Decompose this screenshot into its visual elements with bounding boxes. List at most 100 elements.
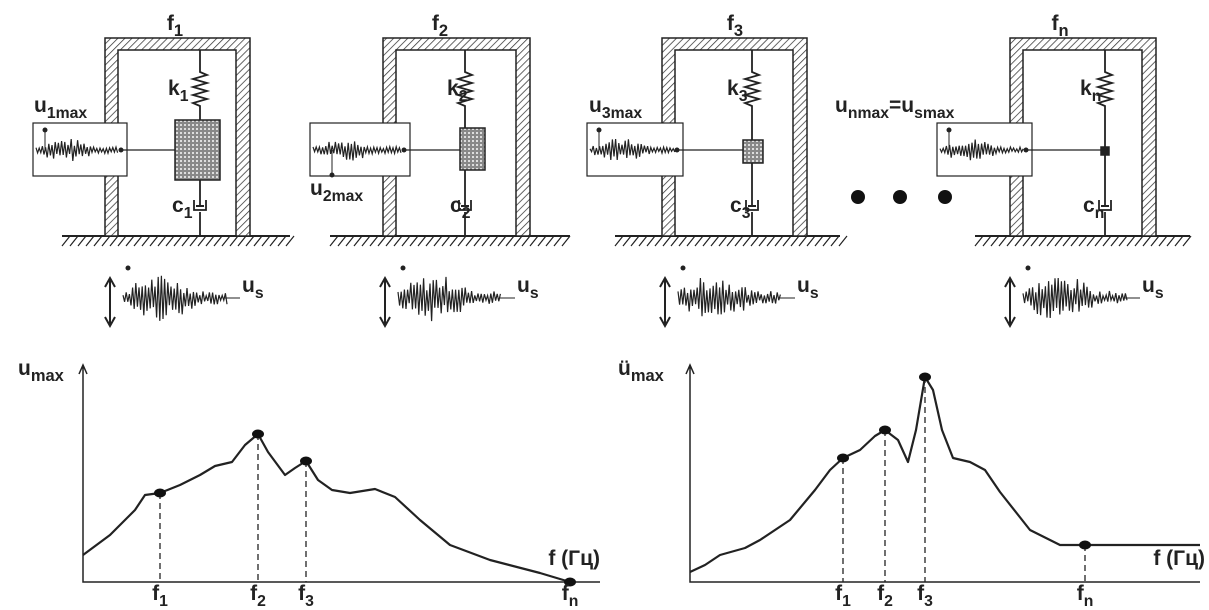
ground-hatch (1039, 236, 1047, 246)
ground-hatch (743, 236, 751, 246)
ground-motion-label-text: u (517, 274, 530, 297)
ground-hatch (975, 236, 983, 246)
ground-hatch (522, 236, 530, 246)
ground-hatch (86, 236, 94, 246)
ground-signal-start (1026, 266, 1031, 271)
ground-hatch (150, 236, 158, 246)
ground-hatch (1127, 236, 1135, 246)
ground-hatch (426, 236, 434, 246)
ground-hatch (386, 236, 394, 246)
ground-hatch (142, 236, 150, 246)
motion-arrow (660, 278, 670, 326)
frequency-label-sub: 3 (305, 593, 314, 610)
frequency-label-sub: 1 (159, 593, 168, 610)
ground-hatch (1055, 236, 1063, 246)
ground-hatch (262, 236, 270, 246)
ground-motion-label-sub: s (255, 285, 264, 302)
ground-signal (678, 278, 780, 316)
ground-hatch (286, 236, 294, 246)
ground-hatch (506, 236, 514, 246)
peak-dot (330, 173, 335, 178)
ground-hatch (434, 236, 442, 246)
y-axis-label: ümax (618, 357, 665, 385)
ground-hatch (831, 236, 839, 246)
diagram: f1k1c1u1maxusf2k2c2u2maxusf3k3c3u3maxusf… (0, 0, 1209, 610)
ground-hatch (230, 236, 238, 246)
stiffness-label-sub: n (1092, 88, 1102, 105)
ground-hatch (615, 236, 623, 246)
ground-hatch (134, 236, 142, 246)
ground-hatch (751, 236, 759, 246)
ground-hatch (474, 236, 482, 246)
ground-hatch (514, 236, 522, 246)
ground-hatch (330, 236, 338, 246)
marker-dot (879, 426, 891, 435)
ground-hatch (442, 236, 450, 246)
ground-hatch (254, 236, 262, 246)
ground-hatch (1087, 236, 1095, 246)
ground-hatch (62, 236, 70, 246)
damping-label-sub: 1 (184, 205, 193, 222)
ground-hatch (639, 236, 647, 246)
max-displacement-label-text: =u (889, 94, 914, 117)
ground-hatch (1151, 236, 1159, 246)
ground-hatch (158, 236, 166, 246)
max-displacement-label-sub: 2max (323, 188, 364, 205)
ground-motion-label-text: u (242, 274, 255, 297)
ground-hatch (110, 236, 118, 246)
ground-hatch (1007, 236, 1015, 246)
ground-hatch (538, 236, 546, 246)
frame-title: f1 (167, 12, 183, 40)
ground-motion-label: us (517, 274, 539, 302)
ground-signal (398, 277, 500, 321)
damping-label-sub: 2 (462, 205, 471, 222)
max-displacement-label: u2max (310, 177, 363, 205)
ground-signal (123, 276, 227, 321)
ground-hatch (490, 236, 498, 246)
ground-hatch (362, 236, 370, 246)
damper (746, 163, 758, 236)
ground-hatch (1031, 236, 1039, 246)
frequency-label-sub: n (569, 593, 579, 610)
max-displacement-label-sub: smax (914, 105, 955, 122)
spring (193, 50, 207, 120)
max-displacement-label-text: u (34, 94, 47, 117)
frequency-label: f1 (835, 582, 851, 610)
ground-hatch (1095, 236, 1103, 246)
x-axis-label: f (Гц) (548, 547, 600, 570)
ground-hatch (983, 236, 991, 246)
ground-hatch (783, 236, 791, 246)
ground-signal-start (681, 266, 686, 271)
ground-hatch (278, 236, 286, 246)
marker-dot (154, 489, 166, 498)
max-displacement-label: u1max (34, 94, 87, 122)
ground-hatch (1103, 236, 1111, 246)
frequency-label: f2 (250, 582, 266, 610)
ground-hatch (1159, 236, 1167, 246)
response-curve (83, 434, 570, 582)
motion-arrow (1005, 278, 1015, 326)
ground-hatch (823, 236, 831, 246)
max-displacement-label-sub: 3max (602, 105, 643, 122)
peak-dot (597, 128, 602, 133)
ground-hatch (791, 236, 799, 246)
ground-hatch (647, 236, 655, 246)
ground-hatch (663, 236, 671, 246)
ground-hatch (1111, 236, 1119, 246)
record-end (1024, 148, 1029, 153)
stiffness-label-text: k (727, 77, 739, 100)
stiffness-label-text: k (168, 77, 180, 100)
ground-hatch (246, 236, 254, 246)
ground-hatch (466, 236, 474, 246)
ground-hatch (166, 236, 174, 246)
ellipsis-dot (938, 190, 952, 204)
frame-title: fn (1051, 12, 1068, 40)
ground-hatch (410, 236, 418, 246)
ground-hatch (498, 236, 506, 246)
ground-signal-start (126, 266, 131, 271)
max-displacement-label-text: u (835, 94, 848, 117)
max-displacement-label-text: u (310, 177, 323, 200)
ground-hatch (70, 236, 78, 246)
ground-hatch (1023, 236, 1031, 246)
ground-signal-start (401, 266, 406, 271)
